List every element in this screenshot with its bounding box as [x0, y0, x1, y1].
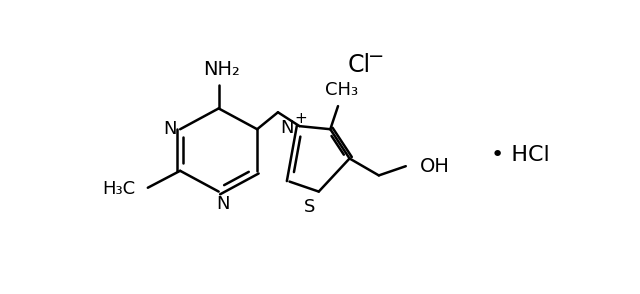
- Text: N: N: [280, 119, 294, 137]
- Text: Cl: Cl: [348, 53, 371, 76]
- Text: CH₃: CH₃: [324, 81, 358, 99]
- Text: N: N: [216, 196, 229, 213]
- Text: OH: OH: [420, 157, 449, 176]
- Text: S: S: [304, 198, 316, 216]
- Text: −: −: [367, 47, 384, 66]
- Text: H₃C: H₃C: [102, 180, 136, 198]
- Text: NH₂: NH₂: [204, 60, 240, 79]
- Text: • HCl: • HCl: [491, 145, 550, 165]
- Text: N: N: [163, 120, 176, 138]
- Text: +: +: [294, 111, 307, 126]
